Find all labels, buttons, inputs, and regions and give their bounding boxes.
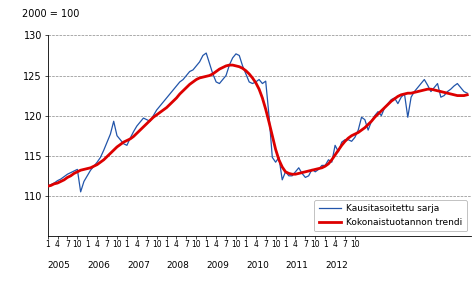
Text: 2009: 2009: [206, 261, 229, 270]
Kausitasoitettu sarja: [451, 84, 457, 88]
Kausitasoitettu sarja: [207, 62, 212, 65]
Text: 2007: 2007: [127, 261, 150, 270]
Text: 2012: 2012: [325, 261, 348, 270]
Kausitasoitettu sarja: [269, 155, 275, 159]
Kausitasoitettu sarja: [45, 184, 50, 188]
Kausitasoitettu sarja: [465, 91, 470, 95]
Text: 2011: 2011: [286, 261, 308, 270]
Kausitasoitettu sarja: [412, 90, 417, 93]
Kokonaistuotannon trendi: [45, 184, 50, 188]
Kausitasoitettu sarja: [203, 51, 209, 55]
Line: Kokonaistuotannon trendi: Kokonaistuotannon trendi: [48, 65, 467, 186]
Kokonaistuotannon trendi: [465, 93, 470, 96]
Kokonaistuotannon trendi: [200, 75, 206, 79]
Text: 2005: 2005: [48, 261, 70, 270]
Text: 2000 = 100: 2000 = 100: [22, 9, 79, 19]
Kokonaistuotannon trendi: [408, 91, 414, 95]
Kokonaistuotannon trendi: [147, 119, 153, 122]
Kokonaistuotannon trendi: [217, 67, 222, 71]
Text: 2006: 2006: [87, 261, 110, 270]
Line: Kausitasoitettu sarja: Kausitasoitettu sarja: [48, 53, 467, 192]
Kausitasoitettu sarja: [223, 74, 229, 77]
Kausitasoitettu sarja: [78, 190, 83, 194]
Text: 2010: 2010: [246, 261, 269, 270]
Kokonaistuotannon trendi: [227, 63, 232, 67]
Kokonaistuotannon trendi: [266, 120, 272, 124]
Kausitasoitettu sarja: [150, 114, 156, 117]
Kokonaistuotannon trendi: [448, 92, 454, 96]
Legend: Kausitasoitettu sarja, Kokonaistuotannon trendi: Kausitasoitettu sarja, Kokonaistuotannon…: [314, 200, 467, 232]
Text: 2008: 2008: [167, 261, 189, 270]
